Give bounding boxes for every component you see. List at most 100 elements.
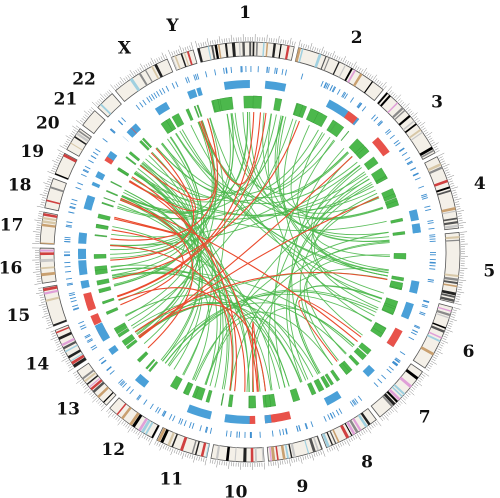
sv-link-intra xyxy=(274,139,335,388)
sv-block xyxy=(97,213,111,221)
cytoband xyxy=(261,447,265,462)
coordinate-tick xyxy=(218,36,221,44)
coordinate-tick xyxy=(187,453,189,458)
snv-tick xyxy=(373,116,379,122)
snv-tick xyxy=(77,182,84,186)
snv-tick xyxy=(300,73,304,80)
coordinate-tick xyxy=(34,283,42,285)
coordinate-tick xyxy=(429,139,434,143)
cnv-gain-block xyxy=(78,248,87,260)
snv-tick xyxy=(407,161,413,166)
snv-tick xyxy=(178,418,182,424)
snv-tick xyxy=(193,74,196,81)
cytoband xyxy=(432,322,446,329)
cytoband xyxy=(402,120,415,131)
cnv-gain-block xyxy=(186,404,213,420)
coordinate-tick xyxy=(145,436,149,441)
snv-tick xyxy=(427,222,434,224)
snv-tick xyxy=(70,202,77,206)
coordinate-tick xyxy=(444,169,449,172)
sv-block xyxy=(228,394,234,408)
coordinate-tick xyxy=(390,91,394,96)
sv-block xyxy=(358,342,372,355)
coordinate-tick xyxy=(92,395,96,399)
coordinate-tick xyxy=(372,74,378,81)
snv-tick xyxy=(349,401,354,407)
coordinate-tick xyxy=(295,457,298,462)
snv-tick xyxy=(157,408,162,414)
snv-tick xyxy=(225,67,228,74)
coordinate-tick xyxy=(370,75,374,80)
coordinate-tick xyxy=(458,281,463,284)
coordinate-tick xyxy=(442,337,447,341)
snv-tick xyxy=(281,68,284,75)
sv-block xyxy=(110,180,122,188)
coordinate-tick xyxy=(358,67,362,72)
coordinate-tick xyxy=(156,441,159,446)
sv-link-intra xyxy=(111,267,210,380)
coordinate-tick xyxy=(291,458,293,463)
sv-block xyxy=(105,307,119,315)
sv-link-intra xyxy=(137,168,203,366)
coordinate-tick xyxy=(439,344,444,347)
coordinate-tick xyxy=(143,435,147,440)
coordinate-tick xyxy=(407,392,411,396)
cytoband xyxy=(42,216,57,222)
snv-tick xyxy=(285,428,288,435)
sv-block xyxy=(326,119,337,133)
sv-block xyxy=(128,151,141,162)
coordinate-tick xyxy=(99,93,106,99)
cytoband xyxy=(427,163,442,172)
snv-tick xyxy=(422,304,429,307)
snv-tick xyxy=(271,430,274,437)
coordinate-tick xyxy=(376,420,382,427)
coordinate-tick xyxy=(455,203,460,206)
coordinate-tick xyxy=(311,453,315,461)
chromosome-label-20: 20 xyxy=(36,114,60,134)
snv-tick xyxy=(410,331,417,336)
coordinate-tick xyxy=(338,56,341,61)
coordinate-tick xyxy=(189,454,191,459)
snv-tick xyxy=(110,128,116,133)
snv-tick xyxy=(326,83,330,90)
coordinate-tick xyxy=(45,326,53,330)
coordinate-tick xyxy=(158,57,161,62)
snv-tick xyxy=(80,173,87,178)
sv-block xyxy=(330,369,341,382)
coordinate-tick xyxy=(325,51,328,56)
sv-link-intra xyxy=(291,155,353,374)
coordinate-tick xyxy=(419,121,426,127)
coordinate-tick xyxy=(291,41,294,46)
snv-tick xyxy=(425,208,432,212)
coordinate-tick xyxy=(424,131,429,135)
snv-tick xyxy=(344,93,349,100)
coordinate-tick xyxy=(455,300,460,303)
sv-block xyxy=(324,373,334,386)
cnv-gain-block xyxy=(95,173,105,181)
coordinate-tick xyxy=(83,388,90,394)
snv-tick xyxy=(310,421,314,428)
snv-tick xyxy=(118,378,123,384)
coordinate-tick xyxy=(376,79,380,84)
sv-block xyxy=(348,354,360,366)
coordinate-tick xyxy=(125,423,128,428)
cytoband xyxy=(278,44,282,59)
cytoband xyxy=(391,107,404,119)
cnv-gain-block xyxy=(264,80,287,92)
snv-tick xyxy=(386,368,392,374)
ideogram-chr20 xyxy=(66,128,92,157)
snv-tick xyxy=(296,425,299,432)
snv-tick xyxy=(325,82,329,89)
coordinate-tick xyxy=(284,460,286,465)
coordinate-tick xyxy=(147,62,151,67)
sv-link-intra xyxy=(231,113,389,236)
cytoband xyxy=(349,419,359,434)
cytoband xyxy=(421,149,435,158)
cytoband xyxy=(298,48,304,63)
coordinate-tick xyxy=(381,81,387,88)
coordinate-tick xyxy=(397,98,401,102)
coordinate-tick xyxy=(451,189,456,192)
chromosome-label-10: 10 xyxy=(224,483,248,498)
snv-tick xyxy=(419,311,426,315)
cytoband xyxy=(320,56,327,70)
